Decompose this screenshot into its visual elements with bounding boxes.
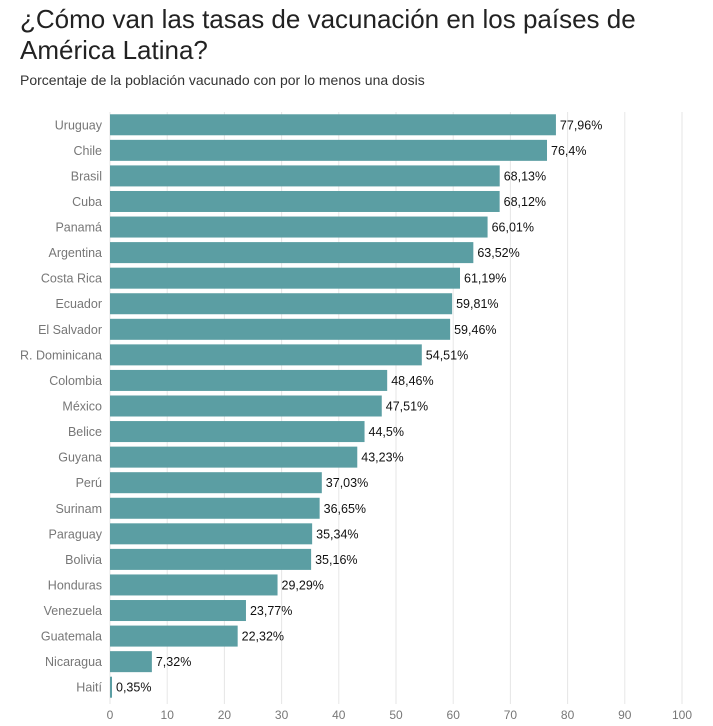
x-tick-label: 70 [504,708,518,722]
bar [110,395,382,417]
category-label: Ecuador [55,297,102,311]
category-label: Panamá [55,221,102,235]
category-label: Perú [76,476,102,490]
chart-title: ¿Cómo van las tasas de vacunación en los… [20,4,636,65]
data-label: 35,34% [316,527,358,541]
bar [110,114,556,136]
data-label: 66,01% [492,221,534,235]
bar [110,165,500,187]
category-label: Haití [76,681,102,695]
x-axis: 0 10 20 30 40 50 60 70 80 90 100 [107,708,693,722]
data-label: 36,65% [324,502,366,516]
x-tick-label: 90 [618,708,632,722]
category-label: R. Dominicana [20,348,102,362]
bar [110,497,320,519]
category-label: Venezuela [44,604,102,618]
data-label: 59,81% [456,297,498,311]
bar [110,242,474,264]
data-label: 44,5% [369,425,404,439]
x-tick-label: 40 [332,708,346,722]
category-label: Honduras [48,578,102,592]
data-label: 23,77% [250,604,292,618]
category-label: Chile [74,144,103,158]
data-label: 63,52% [477,246,519,260]
bar [110,446,358,468]
data-label: 7,32% [156,655,191,669]
bar [110,600,246,622]
data-label: 61,19% [464,272,506,286]
category-label: Nicaragua [45,655,102,669]
category-label: Costa Rica [41,272,102,286]
category-label: Brasil [71,169,102,183]
data-label: 0,35% [116,681,151,695]
x-tick-label: 60 [447,708,461,722]
category-label: Colombia [49,374,102,388]
x-tick-label: 100 [672,708,692,722]
category-labels: Uruguay Chile Brasil Cuba Panamá Argentina Cos… [20,118,103,694]
value-labels: 77,96% 76,4% 68,13% 68,12% 66,01% 63,52% 61,19… [116,118,602,694]
bar [110,523,313,545]
category-label: Paraguay [48,527,102,541]
category-label: Uruguay [55,118,103,132]
data-label: 68,12% [504,195,546,209]
category-label: Guatemala [41,630,102,644]
bar [110,369,388,391]
bar [110,216,488,238]
bar [110,625,238,647]
bar [110,574,278,596]
category-label: Cuba [72,195,102,209]
x-tick-label: 10 [161,708,175,722]
category-label: Guyana [58,451,102,465]
bar [110,548,312,570]
data-label: 68,13% [504,169,546,183]
data-label: 77,96% [560,118,602,132]
data-label: 43,23% [361,451,403,465]
data-label: 29,29% [282,578,324,592]
bar [110,676,113,698]
data-label: 54,51% [426,348,468,362]
data-label: 37,03% [326,476,368,490]
data-label: 22,32% [242,630,284,644]
x-tick-label: 20 [218,708,232,722]
data-label: 35,16% [315,553,357,567]
bar [110,318,451,340]
data-label: 59,46% [454,323,496,337]
bar [110,472,322,494]
bar [110,190,500,212]
bar [110,293,453,315]
bar [110,651,152,673]
category-label: Surinam [55,502,102,516]
category-label: El Salvador [38,323,102,337]
data-label: 47,51% [386,400,428,414]
bar [110,267,461,289]
category-label: México [62,400,102,414]
data-label: 76,4% [551,144,586,158]
category-label: Argentina [48,246,102,260]
x-tick-label: 30 [275,708,289,722]
x-tick-label: 50 [389,708,403,722]
bar [110,139,548,161]
category-label: Bolivia [65,553,102,567]
bars [110,114,556,698]
x-tick-label: 80 [561,708,575,722]
chart-subtitle: Porcentaje de la población vacunado con … [20,72,425,88]
x-tick-label: 0 [107,708,114,722]
data-label: 48,46% [391,374,433,388]
bar [110,344,422,366]
bar [110,421,365,443]
category-label: Belice [68,425,102,439]
